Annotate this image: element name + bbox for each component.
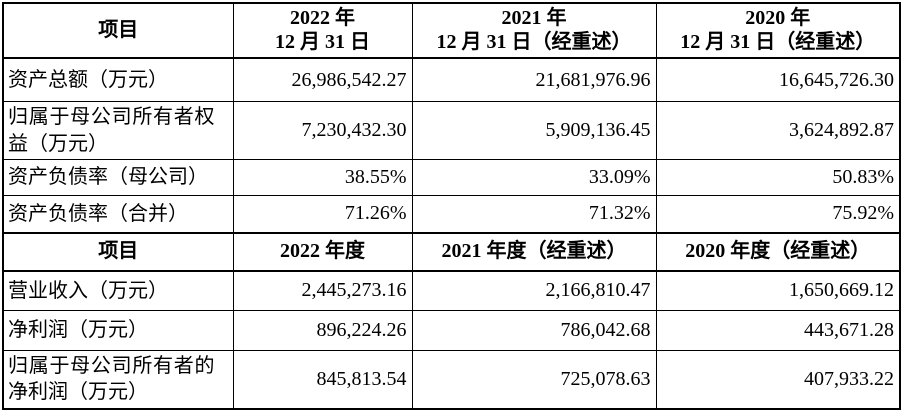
section2-header-2021: 2021 年度（经重述） <box>411 231 657 272</box>
table-row-debt-ratio-consolidated: 资产负债率（合并） 71.26% 71.32% 75.92% <box>2 195 901 234</box>
table-cell: 16,645,726.30 <box>655 57 901 103</box>
table-cell: 71.26% <box>232 195 413 234</box>
table-cell: 33.09% <box>411 159 657 197</box>
table-cell: 725,078.63 <box>411 350 657 410</box>
row-label: 净利润（万元） <box>2 310 234 352</box>
row-label: 归属于母公司所有者的净利润（万元） <box>2 350 234 410</box>
table-cell: 2,166,810.47 <box>411 270 657 312</box>
table-row-parent-equity: 归属于母公司所有者权益（万元） 7,230,432.30 5,909,136.4… <box>2 101 901 161</box>
table-cell: 26,986,542.27 <box>232 57 413 103</box>
table-row-total-assets: 资产总额（万元） 26,986,542.27 21,681,976.96 16,… <box>2 57 901 103</box>
table-cell: 443,671.28 <box>655 310 901 352</box>
table-cell: 38.55% <box>232 159 413 197</box>
section1-header-row: 项目 2022 年 12 月 31 日 2021 年 12 月 31 日（经重述… <box>2 2 901 59</box>
table-row-net-profit: 净利润（万元） 896,224.26 786,042.68 443,671.28 <box>2 310 901 352</box>
table-row-debt-ratio-parent: 资产负债率（母公司） 38.55% 33.09% 50.83% <box>2 159 901 197</box>
table-cell: 21,681,976.96 <box>411 57 657 103</box>
section2-header-item: 项目 <box>2 231 234 272</box>
section1-header-item: 项目 <box>2 2 234 59</box>
table-cell: 3,624,892.87 <box>655 101 901 161</box>
section1-header-2020: 2020 年 12 月 31 日（经重述） <box>655 2 901 59</box>
section2-header-row: 项目 2022 年度 2021 年度（经重述） 2020 年度（经重述） <box>2 231 901 272</box>
table-cell: 845,813.54 <box>232 350 413 410</box>
table-cell: 7,230,432.30 <box>232 101 413 161</box>
table-cell: 5,909,136.45 <box>411 101 657 161</box>
section1-header-2021: 2021 年 12 月 31 日（经重述） <box>411 2 657 59</box>
table-cell: 1,650,669.12 <box>655 270 901 312</box>
table-cell: 50.83% <box>655 159 901 197</box>
table-cell: 786,042.68 <box>411 310 657 352</box>
table-row-revenue: 营业收入（万元） 2,445,273.16 2,166,810.47 1,650… <box>2 270 901 312</box>
row-label: 资产总额（万元） <box>2 57 234 103</box>
table-cell: 75.92% <box>655 195 901 234</box>
row-label: 资产负债率（母公司） <box>2 159 234 197</box>
section1-header-2022: 2022 年 12 月 31 日 <box>232 2 413 59</box>
table-cell: 71.32% <box>411 195 657 234</box>
table-row-parent-net-profit: 归属于母公司所有者的净利润（万元） 845,813.54 725,078.63 … <box>2 350 901 410</box>
section2-header-2022: 2022 年度 <box>232 231 413 272</box>
table-cell: 407,933.22 <box>655 350 901 410</box>
row-label: 归属于母公司所有者权益（万元） <box>2 101 234 161</box>
table-cell: 2,445,273.16 <box>232 270 413 312</box>
row-label: 营业收入（万元） <box>2 270 234 312</box>
section2-header-2020: 2020 年度（经重述） <box>655 231 901 272</box>
row-label: 资产负债率（合并） <box>2 195 234 234</box>
table-cell: 896,224.26 <box>232 310 413 352</box>
